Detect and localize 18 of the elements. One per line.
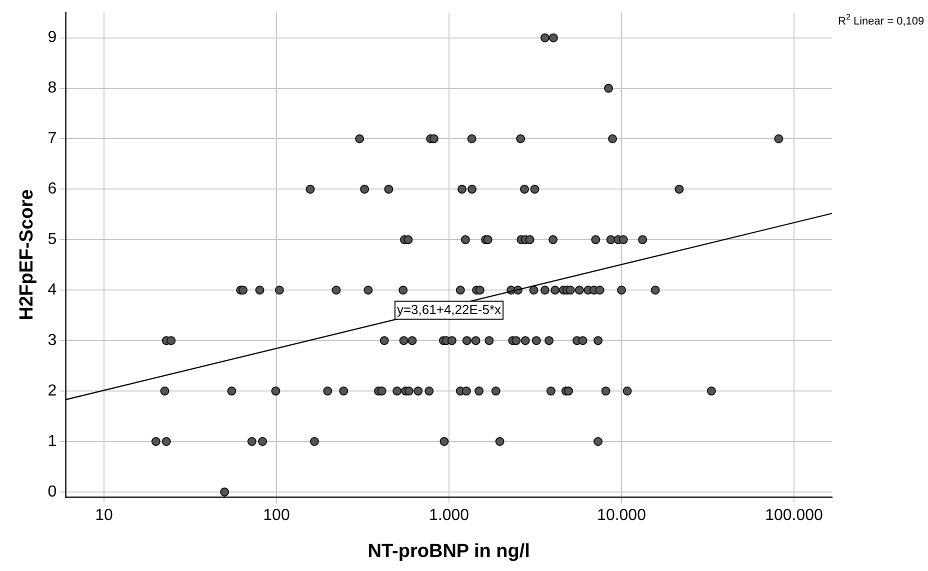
x-tick-label: 10 <box>95 507 113 524</box>
y-tick-label: 7 <box>48 130 57 148</box>
y-tick-label: 8 <box>48 80 57 97</box>
y-tick-label: 0 <box>48 483 57 500</box>
x-tick-label: 10.000 <box>597 507 646 524</box>
y-tick-label: 5 <box>48 231 57 248</box>
y-tick-label: 1 <box>48 432 57 450</box>
x-axis-title: NT-proBNP in ng/l <box>368 540 530 562</box>
y-tick-label: 9 <box>48 29 57 46</box>
x-tick-label: 1.000 <box>428 507 470 524</box>
x-tick-label: 100.000 <box>765 507 824 524</box>
y-axis-title: H2FpEF-Score <box>16 189 38 320</box>
annotation: y=3,61+4,22E-5*x <box>396 302 502 317</box>
y-tick-label: 6 <box>48 180 57 198</box>
y-tick-label: 2 <box>48 382 57 400</box>
x-tick-label: 100 <box>263 507 290 524</box>
y-tick-label: 3 <box>48 332 57 349</box>
y-tick-label: 4 <box>48 282 57 299</box>
